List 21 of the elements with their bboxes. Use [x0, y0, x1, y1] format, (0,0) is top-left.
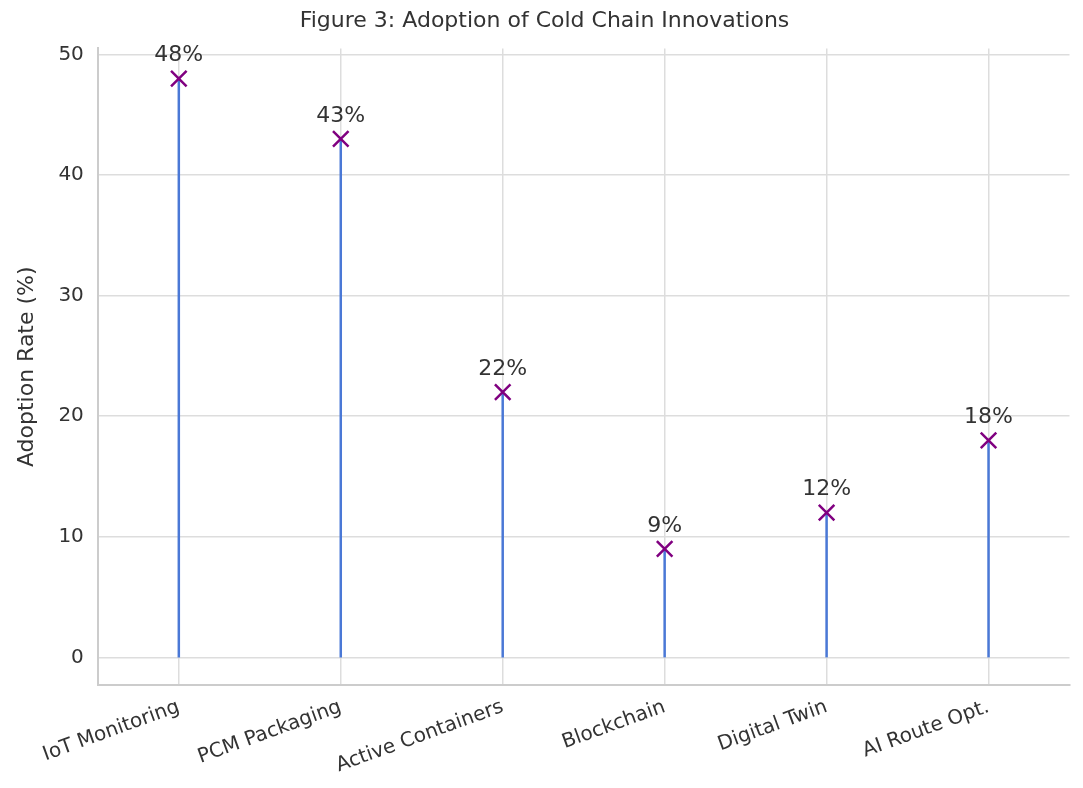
data-label: 48% [154, 41, 204, 67]
point [979, 431, 998, 450]
y-tick-label: 20 [58, 402, 84, 427]
data-label: 43% [316, 101, 366, 127]
y-tick-label: 10 [58, 523, 84, 547]
chart-title: Figure 3: Adoption of Cold Chain Innovations [299, 6, 790, 32]
y-tick-label: 40 [58, 161, 84, 186]
point [331, 129, 350, 148]
y-tick-label: 50 [58, 40, 84, 65]
y-axis-title: Adoption Rate (%) [12, 266, 38, 468]
x-tick-label: AI Route Opt. [858, 693, 993, 762]
y-tick-label: 30 [58, 281, 84, 306]
data-label: 18% [964, 403, 1013, 429]
point [655, 539, 674, 558]
data-label: 9% [647, 511, 683, 537]
point [493, 383, 512, 402]
point [169, 69, 188, 88]
data-label: 22% [478, 354, 528, 380]
y-tick-label: 0 [71, 643, 84, 668]
point [817, 503, 836, 522]
data-label: 12% [802, 475, 852, 501]
